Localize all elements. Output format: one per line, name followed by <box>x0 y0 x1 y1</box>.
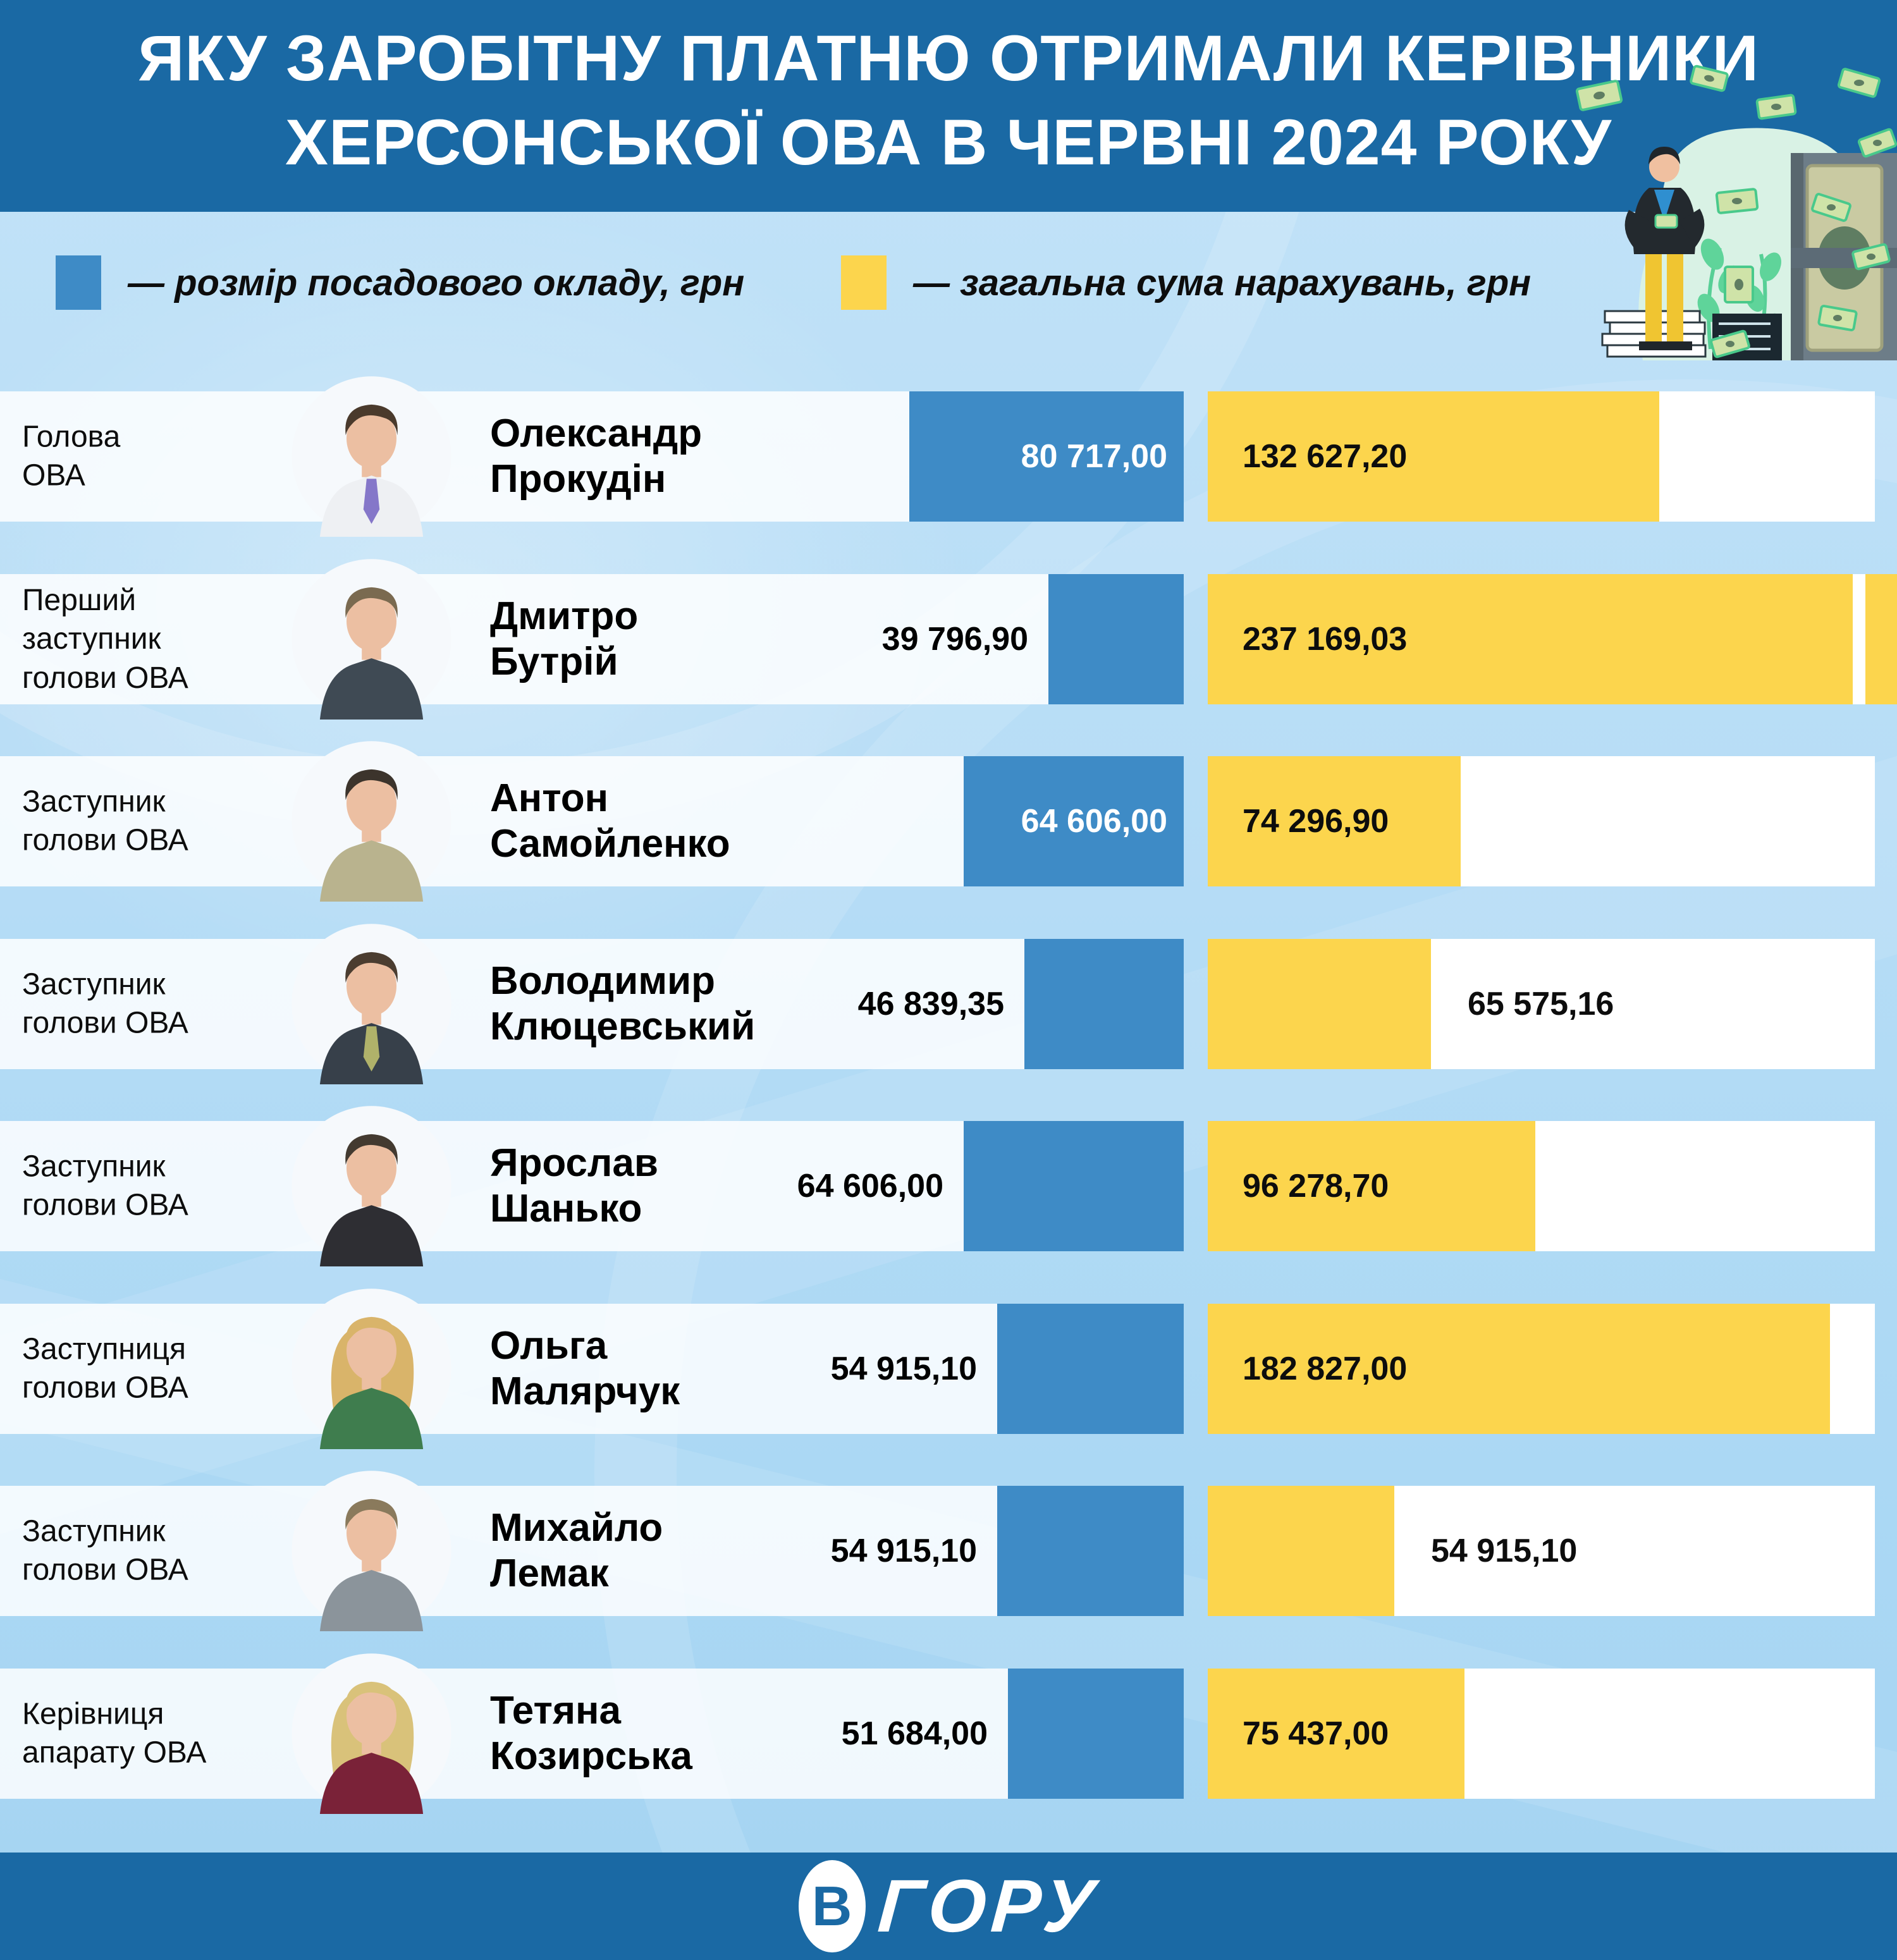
salary-bar <box>964 1121 1184 1251</box>
total-value: 75 437,00 <box>1243 1715 1389 1752</box>
vgoru-logo-text: ГОРУ <box>875 1865 1102 1948</box>
position-label: Заступниця голови ОВА <box>22 1332 188 1405</box>
legend-label: — розмір посадового окладу, грн <box>128 262 745 303</box>
position-label: Керівниця апарату ОВА <box>22 1697 207 1770</box>
salary-bar <box>997 1304 1184 1434</box>
total-bar <box>1208 1669 1464 1799</box>
total-color-swatch <box>841 255 887 310</box>
row-band-left <box>0 1486 997 1616</box>
row-band-left <box>0 1304 997 1434</box>
total-bar <box>1208 1304 1830 1434</box>
total-bar <box>1208 391 1659 522</box>
person-name: Олександр Прокудін <box>490 412 703 501</box>
person-photo-placeholder <box>292 376 451 537</box>
total-value: 74 296,90 <box>1243 803 1389 840</box>
person-name: Ярослав Шанько <box>490 1141 658 1230</box>
salary-bar <box>1024 939 1184 1069</box>
total-value: 54 915,10 <box>1431 1533 1578 1569</box>
person-photo-placeholder <box>292 559 451 720</box>
legend-item-total: — загальна сума нарахувань, грн <box>841 248 1531 317</box>
avatar <box>291 1288 452 1449</box>
salary-value: 54 915,10 <box>830 1533 977 1569</box>
person-name: Тетяна Козирська <box>490 1689 692 1778</box>
table-row: Голова ОВА Олександр Прокудін 80 717,00 … <box>0 376 1897 537</box>
avatar <box>291 1470 452 1631</box>
total-value: 182 827,00 <box>1243 1351 1408 1387</box>
man-counting-money-illustration <box>1568 58 1897 360</box>
salary-color-swatch <box>56 255 101 310</box>
avatar <box>291 558 452 720</box>
salary-value: 39 796,90 <box>881 621 1028 658</box>
person-name: Володимир Клюцевський <box>490 959 756 1048</box>
person-photo-placeholder <box>292 1106 451 1266</box>
salary-value: 64 606,00 <box>1021 803 1167 840</box>
table-row: Заступник голови ОВА Антон Самойленко 64… <box>0 741 1897 902</box>
avatar <box>291 1105 452 1266</box>
position-label: Голова ОВА <box>22 420 121 493</box>
person-name: Михайло Лемак <box>490 1506 663 1595</box>
salary-value: 64 606,00 <box>797 1168 943 1204</box>
table-row: Заступниця голови ОВА Ольга Малярчук 54 … <box>0 1289 1897 1449</box>
vgoru-logo-letter: В <box>811 1875 852 1937</box>
salary-bar <box>1048 574 1184 704</box>
total-value: 65 575,16 <box>1468 986 1614 1022</box>
table-row: Заступник голови ОВА Ярослав Шанько 64 6… <box>0 1106 1897 1266</box>
salary-value: 51 684,00 <box>841 1715 988 1752</box>
person-photo-placeholder <box>292 1471 451 1631</box>
total-value: 132 627,20 <box>1243 438 1408 475</box>
salary-bar <box>964 756 1184 886</box>
person-photo-placeholder <box>292 924 451 1084</box>
position-label: Заступник голови ОВА <box>22 1149 188 1222</box>
person-photo-placeholder <box>292 1653 451 1814</box>
avatar <box>291 1653 452 1814</box>
money-illustration-graphic <box>1575 64 1897 360</box>
row-band-left <box>0 391 909 522</box>
total-bar <box>1208 1486 1394 1616</box>
salary-bar <box>997 1486 1184 1616</box>
total-bar <box>1208 574 1853 704</box>
row-band-left <box>0 574 1048 704</box>
salary-bar <box>909 391 1184 522</box>
row-band-left <box>0 1669 1008 1799</box>
position-label: Заступник голови ОВА <box>22 1514 188 1587</box>
total-value: 96 278,70 <box>1243 1168 1389 1204</box>
position-label: Перший заступник голови ОВА <box>22 583 188 695</box>
avatar <box>291 376 452 537</box>
salary-bar <box>1008 1669 1184 1799</box>
total-value: 237 169,03 <box>1243 621 1408 658</box>
legend-item-salary: — розмір посадового окладу, грн <box>56 248 744 317</box>
vgoru-logo-ellipse: В <box>798 1860 866 1952</box>
person-name: Ольга Малярчук <box>490 1324 680 1413</box>
table-row: Заступник голови ОВА Володимир Клюцевськ… <box>0 924 1897 1084</box>
person-name: Антон Самойленко <box>490 776 730 866</box>
table-row: Заступник голови ОВА Михайло Лемак 54 91… <box>0 1471 1897 1631</box>
position-label: Заступник голови ОВА <box>22 967 188 1040</box>
legend: — розмір посадового окладу, грн — загаль… <box>0 248 1897 317</box>
avatar <box>291 740 452 902</box>
total-bar <box>1208 1121 1535 1251</box>
footer-band: В ГОРУ <box>0 1853 1897 1960</box>
legend-label: — загальна сума нарахувань, грн <box>913 262 1532 303</box>
row-band-left <box>0 939 1024 1069</box>
avatar <box>291 923 452 1084</box>
page-title: ЯКУ ЗАРОБІТНУ ПЛАТНЮ ОТРИМАЛИ КЕРІВНИКИ … <box>138 22 1759 178</box>
total-bar <box>1208 939 1431 1069</box>
row-band-left <box>0 756 964 886</box>
table-row: Перший заступник голови ОВА Дмитро Бутрі… <box>0 559 1897 720</box>
salary-value: 80 717,00 <box>1021 438 1167 475</box>
salary-value: 46 839,35 <box>857 986 1004 1022</box>
position-label: Заступник голови ОВА <box>22 785 188 857</box>
row-band-left <box>0 1121 964 1251</box>
total-bar <box>1208 756 1461 886</box>
vgoru-logo: В ГОРУ <box>798 1860 1102 1952</box>
total-bar-overflow-stub <box>1865 574 1897 704</box>
salary-value: 54 915,10 <box>830 1351 977 1387</box>
person-photo-placeholder <box>292 741 451 902</box>
person-photo-placeholder <box>292 1289 451 1449</box>
table-row: Керівниця апарату ОВА Тетяна Козирська 5… <box>0 1653 1897 1814</box>
person-name: Дмитро Бутрій <box>490 594 639 683</box>
